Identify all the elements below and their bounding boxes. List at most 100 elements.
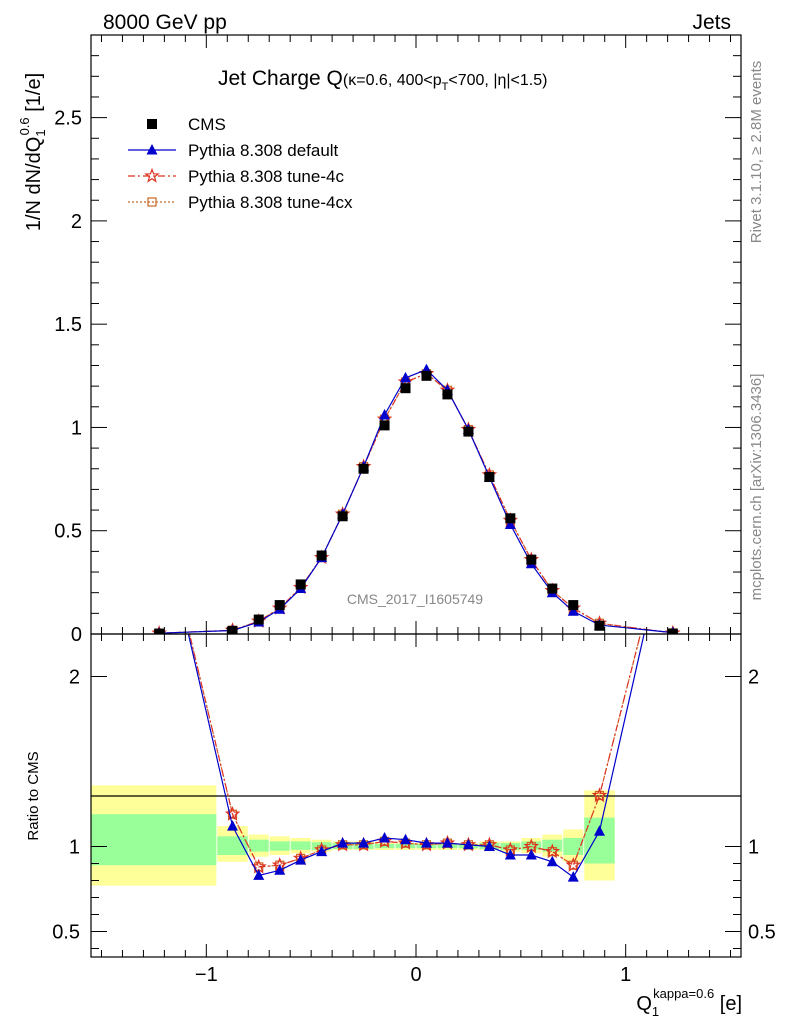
x-tick-label: 0 — [410, 964, 421, 986]
legend-marker — [146, 144, 158, 155]
ratio-point-0 — [274, 864, 286, 875]
mcplots-label: mcplots.cern.ch [arXiv:1306.3436] — [748, 374, 765, 601]
cms-data-point — [484, 472, 495, 483]
lower-y-tick-label-right: 1 — [748, 837, 759, 859]
ratio-point-0 — [483, 840, 495, 851]
ratio-point-0 — [567, 871, 579, 882]
ratio-point-0 — [154, 501, 165, 512]
ratio-point-0 — [358, 837, 370, 848]
upper-y-tick-label: 1 — [71, 417, 82, 439]
ratio-band-inner — [91, 814, 217, 866]
title-selection-sub: T — [442, 81, 449, 93]
upper-y-tick-label: 0.5 — [54, 521, 82, 543]
rivet-label: Rivet 3.1.10, ≥ 2.8M events — [748, 61, 765, 244]
legend-marker — [147, 119, 157, 129]
ratio-point-0 — [316, 845, 328, 857]
lower-y-tick-label-right: 2 — [748, 667, 759, 689]
x-axis-label-unit: [e] — [714, 993, 742, 1015]
cms-data-point — [526, 554, 537, 565]
upper-y-axis-label: 1/N dN/dQ10.6 [1/e] — [17, 73, 48, 231]
ratio-point-0 — [504, 849, 516, 860]
cms-data-point — [400, 383, 411, 394]
ratio-band-inner — [248, 839, 269, 852]
upper-y-tick-label: 2.5 — [54, 108, 82, 130]
series-point-1 — [379, 409, 391, 420]
plot-title: Jet Charge Q(κ=0.6, 400<pT<700, |η|<1.5) — [218, 67, 547, 93]
x-axis-label-sup: kappa=0.6 — [653, 986, 714, 1001]
series-point-1 — [400, 371, 412, 383]
upper-y-tick-label: 2 — [71, 211, 82, 233]
ratio-point-0 — [593, 825, 605, 836]
ratio-line-0 — [187, 634, 645, 878]
legend-label: Pythia 8.308 tune-4cx — [188, 193, 353, 212]
ratio-point-0 — [525, 849, 537, 860]
cms-data-point — [594, 620, 605, 631]
ratio-point-1 — [153, 500, 165, 512]
ratio-band-inner — [563, 838, 584, 855]
lower-y-tick-label: 0.5 — [52, 922, 80, 944]
cms-data-point — [295, 579, 306, 590]
legend-label: Pythia 8.308 tune-4c — [188, 167, 344, 186]
cms-data-point — [547, 583, 558, 594]
cms-data-point — [568, 600, 579, 611]
header-process-label: Jets — [692, 11, 731, 34]
ratio-point-1 — [591, 787, 608, 803]
cms-data-point — [379, 420, 390, 431]
x-axis-label: Q1 kappa=0.6 [e] — [636, 986, 742, 1019]
cms-data-point — [274, 600, 285, 611]
ratio-point-2 — [669, 503, 677, 511]
ratio-band-inner — [521, 841, 542, 850]
ratio-plot-area — [153, 500, 677, 882]
upper-plot-area — [151, 363, 681, 634]
ratio-band-inner — [584, 817, 615, 864]
ratio-point-2 — [155, 503, 163, 511]
x-axis-label-main: Q — [636, 993, 652, 1015]
ratio-band-inner — [269, 841, 290, 851]
cms-data-point — [463, 426, 474, 437]
cms-data-point — [337, 511, 348, 522]
axis-tick-labels: −1 0 1 0 0.5 1 1.5 2 2.5 0.5 0.5 1 1 2 2 — [52, 108, 776, 986]
cms-data-point — [442, 389, 453, 400]
title-selection-rest: <700, |η|<1.5) — [448, 72, 547, 89]
ratio-point-1 — [224, 805, 241, 821]
ratio-point-0 — [420, 837, 432, 848]
ratio-point-0 — [253, 869, 265, 880]
header-energy-label: 8000 GeV pp — [103, 11, 227, 34]
upper-y-axis-label-sub: 1 — [33, 129, 48, 136]
cms-data-point — [316, 550, 327, 561]
upper-y-axis-label-sup: 0.6 — [17, 117, 32, 135]
x-tick-label: −1 — [195, 964, 218, 986]
cms-data-point — [358, 463, 369, 474]
ratio-point-1 — [565, 856, 582, 872]
ratio-point-0 — [441, 837, 453, 848]
cms-data-point — [505, 513, 516, 524]
legend-label: Pythia 8.308 default — [188, 141, 339, 160]
cms-data-point — [667, 628, 678, 634]
ratio-line-1 — [188, 634, 642, 868]
title-selection: (κ=0.6, 400<p — [343, 72, 442, 89]
ratio-point-1 — [544, 843, 561, 859]
ratio-point-0 — [400, 833, 412, 845]
series-point-1 — [504, 518, 516, 530]
cms-data-point — [253, 614, 264, 625]
lower-y-axis-label: Ratio to CMS — [25, 751, 42, 840]
ratio-point-0 — [295, 854, 307, 865]
legend-marker — [144, 167, 160, 183]
upper-y-axis-label-main: 1/N dN/dQ — [23, 137, 45, 231]
cms-data-point — [154, 628, 165, 634]
ratio-point-0 — [227, 820, 239, 831]
x-axis-label-sub: 1 — [652, 1004, 659, 1019]
lower-y-tick-label: 2 — [69, 667, 80, 689]
legend-marker — [147, 197, 157, 207]
upper-y-axis-label-unit: [1/e] — [23, 73, 45, 117]
upper-y-tick-label: 1.5 — [54, 314, 82, 336]
axis-ticks — [91, 34, 741, 957]
ratio-point-0 — [462, 838, 474, 850]
ratio-band-inner — [374, 843, 395, 849]
ratio-band-inner — [290, 841, 311, 850]
lower-y-tick-label: 1 — [69, 837, 80, 859]
ratio-point-0 — [337, 837, 349, 848]
title-main: Jet Charge Q — [218, 67, 343, 90]
legend: CMS Pythia 8.308 default Pythia 8.308 tune… — [128, 115, 353, 212]
